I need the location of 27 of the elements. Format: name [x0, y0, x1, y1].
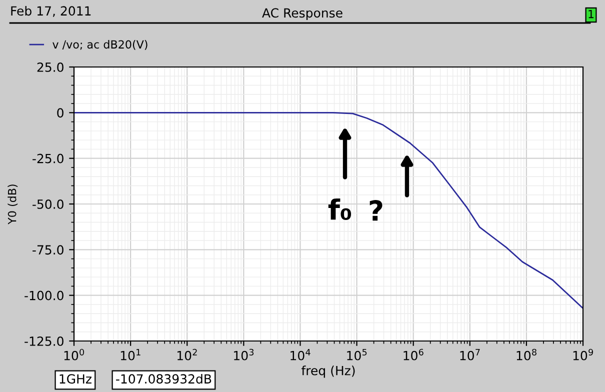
x-axis-title: freq (Hz): [302, 366, 355, 378]
x-tick-label: 10$^{9}$: [573, 348, 593, 360]
x-tick-label: 10$^{7}$: [460, 348, 480, 360]
y-tick-label: 25.0: [37, 62, 64, 72]
chart-title: AC Response: [262, 8, 342, 20]
x-tick-label: 10$^{0}$: [64, 348, 84, 360]
x-tick-label: 10$^{2}$: [177, 348, 197, 360]
x-tick-label: 10$^{1}$: [120, 348, 140, 360]
y-tick-label: -125.0: [24, 336, 64, 346]
y-tick-label: -100.0: [24, 290, 64, 300]
text: 1GHz: [60, 374, 92, 384]
text: 1: [588, 10, 594, 18]
x-tick-label: 10$^{3}$: [234, 348, 254, 360]
annotation: f₀: [328, 198, 352, 220]
y-axis-title: Y0 (dB): [8, 184, 18, 224]
x-tick-label: 10$^{6}$: [404, 348, 424, 360]
annotation: ?: [370, 200, 382, 221]
y-tick-label: 0: [57, 108, 64, 118]
text: Feb 17, 2011: [11, 6, 91, 17]
text: -107.083932dB: [116, 374, 212, 384]
y-tick-label: -25.0: [32, 154, 64, 164]
y-tick-label: -75.0: [32, 245, 64, 255]
legend-label: v /vo; ac dB20(V): [52, 40, 148, 50]
y-tick-label: -50.0: [32, 199, 64, 209]
x-tick-label: 10$^{4}$: [290, 348, 310, 360]
x-tick-label: 10$^{8}$: [516, 348, 536, 360]
x-tick-label: 10$^{5}$: [347, 348, 367, 360]
